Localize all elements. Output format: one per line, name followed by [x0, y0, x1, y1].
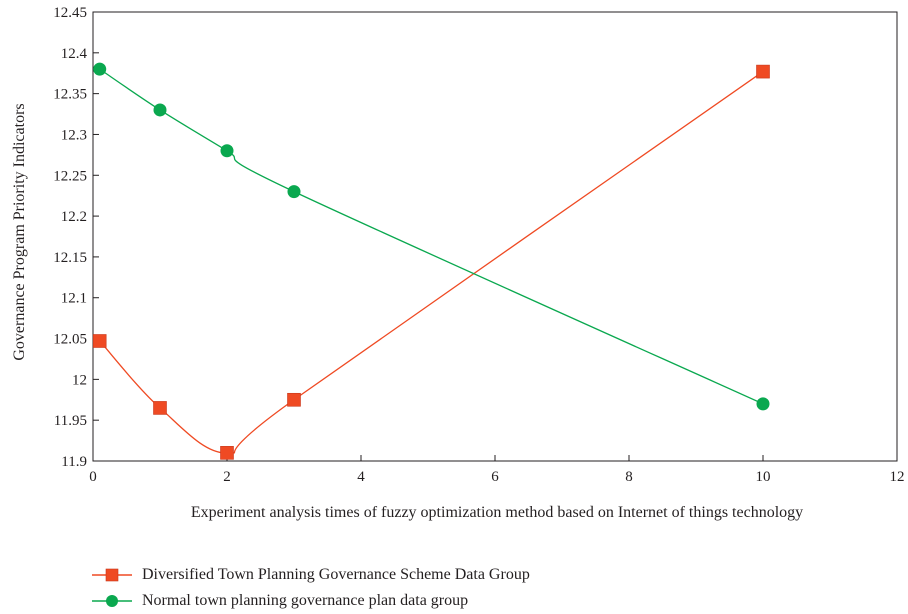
plot-border	[92, 11, 898, 462]
legend: Diversified Town Planning Governance Sch…	[92, 562, 530, 614]
data-point	[287, 185, 301, 199]
y-tick-label: 12.2	[61, 209, 87, 225]
x-tick-label: 6	[491, 469, 499, 485]
data-point	[153, 103, 167, 117]
series-line	[99, 68, 764, 405]
circle-marker-icon	[92, 595, 132, 607]
series-layer	[92, 62, 770, 460]
y-tick-label: 12	[72, 372, 87, 388]
series-1	[93, 62, 770, 411]
x-tick-label: 4	[357, 469, 365, 485]
data-point	[220, 144, 234, 158]
x-tick-label: 8	[625, 469, 633, 485]
y-tick-label: 12.1	[61, 291, 87, 307]
legend-label-normal: Normal town planning governance plan dat…	[142, 592, 469, 609]
data-point	[220, 446, 234, 460]
y-tick-label: 12.45	[53, 5, 87, 21]
series-0	[92, 64, 770, 460]
y-tick-label: 12.05	[53, 332, 87, 348]
x-tick-label: 12	[890, 469, 905, 485]
x-tick-label: 0	[89, 469, 97, 485]
plot-frame	[92, 11, 898, 462]
legend-item-normal: Normal town planning governance plan dat…	[92, 588, 530, 614]
x-tick-label: 2	[223, 469, 231, 485]
y-tick-label: 11.9	[61, 454, 87, 470]
data-point	[93, 62, 107, 76]
y-tick-label: 12.35	[53, 87, 87, 103]
x-axis-ticks: 0 2 4 6 8 10 12	[89, 455, 905, 485]
legend-label-diversified: Diversified Town Planning Governance Sch…	[142, 566, 530, 583]
data-point	[153, 401, 167, 415]
series-line	[99, 71, 764, 454]
data-point	[756, 397, 770, 411]
y-tick-label: 12.15	[53, 250, 87, 266]
y-axis-ticks: 11.9 11.95 12 12.05 12.1 12.15 12.2 12.25 12.3 12…	[53, 5, 99, 470]
data-point	[287, 392, 301, 407]
data-point	[92, 334, 107, 348]
x-tick-label: 10	[756, 469, 771, 485]
legend-item-diversified: Diversified Town Planning Governance Sch…	[92, 562, 530, 588]
y-tick-label: 12.25	[53, 168, 87, 184]
y-tick-label: 12.3	[61, 127, 87, 143]
y-tick-label: 12.4	[61, 46, 88, 62]
x-axis-label: Experiment analysis times of fuzzy optim…	[191, 504, 803, 521]
data-point	[756, 64, 770, 79]
y-tick-label: 11.95	[54, 413, 87, 429]
line-chart: 0 2 4 6 8 10 12 11.911.951212.0512.112.1512.21…	[11, 5, 905, 521]
square-marker-icon	[92, 568, 132, 582]
y-axis-label: Governance Program Priority Indicators	[11, 103, 28, 360]
